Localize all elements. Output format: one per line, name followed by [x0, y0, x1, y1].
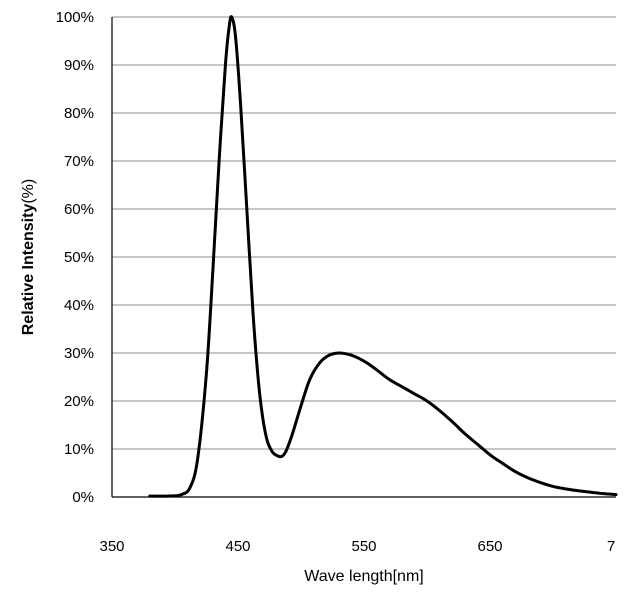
grid-lines	[112, 16, 616, 450]
y-tick-label-80: 80%	[64, 105, 94, 122]
y-tick-label-10: 10%	[64, 441, 94, 458]
y-tick-label-70: 70%	[64, 153, 94, 170]
y-axis-title-unit: (%)	[20, 179, 37, 204]
y-tick-label-30: 30%	[64, 345, 94, 362]
x-tick-labels: 350 450 550 650 7	[99, 538, 615, 555]
x-tick-label-350: 350	[99, 538, 124, 555]
y-tick-label-50: 50%	[64, 249, 94, 266]
y-tick-label-20: 20%	[64, 393, 94, 410]
y-axis-title-main: Relative Intensity	[20, 204, 37, 336]
y-tick-label-40: 40%	[64, 297, 94, 314]
x-tick-label-550: 550	[351, 538, 376, 555]
y-tick-label-0: 0%	[72, 489, 94, 506]
x-axis-title: Wave length[nm]	[304, 568, 423, 585]
x-tick-label-650: 650	[477, 538, 502, 555]
x-tick-label-750: 7	[607, 538, 615, 555]
y-tick-label-60: 60%	[64, 201, 94, 218]
y-tick-label-90: 90%	[64, 57, 94, 74]
series-line-0	[148, 15, 618, 498]
y-tick-label-100: 100%	[56, 9, 94, 26]
x-tick-label-450: 450	[225, 538, 250, 555]
y-tick-labels: 0% 10% 20% 30% 40% 50% 60% 70% 80% 90% 100%	[56, 9, 94, 506]
y-axis-title: Relative Intensity(%)	[20, 179, 37, 336]
series-layer	[148, 15, 618, 498]
